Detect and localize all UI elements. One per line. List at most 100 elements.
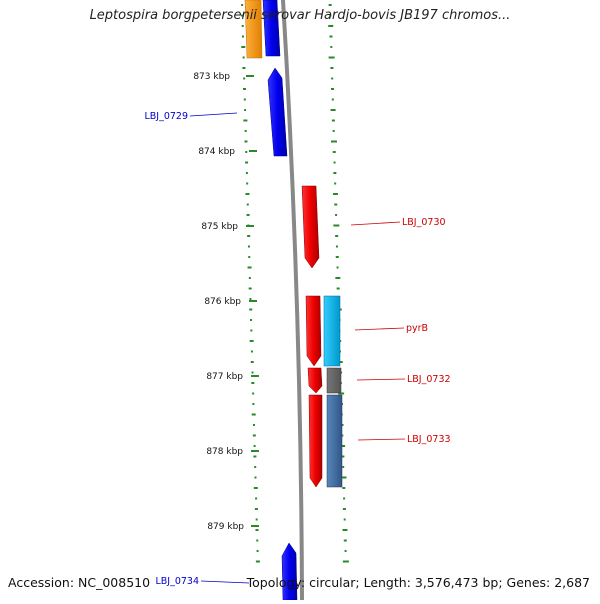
tick-876: 876 kbp xyxy=(204,297,257,307)
skew-dot xyxy=(252,392,255,395)
gene-blue-top[interactable] xyxy=(262,0,281,57)
map-title: Leptospira borgpetersenii serovar Hardjo… xyxy=(89,8,511,23)
skew-dot xyxy=(241,46,246,48)
gene-lbj-0729[interactable] xyxy=(267,67,288,157)
skew-dot xyxy=(254,466,257,468)
skew-dot xyxy=(241,4,244,6)
skew-dot xyxy=(330,140,337,143)
skew-dot xyxy=(330,109,336,111)
skew-dot xyxy=(253,455,257,458)
skew-dot xyxy=(246,182,249,185)
gene-lbj-0732[interactable] xyxy=(307,367,342,394)
skew-dot xyxy=(256,539,259,542)
skew-dot xyxy=(335,214,338,216)
callout-lbj-0729[interactable]: LBJ_0729 xyxy=(144,111,238,122)
callout-lbj-0734[interactable]: LBJ_0734 xyxy=(155,576,250,587)
skew-dot xyxy=(253,424,256,426)
genome-summary: Topology: circular; Length: 3,576,473 bp… xyxy=(246,575,590,590)
skew-dot xyxy=(250,350,253,353)
skew-dot xyxy=(243,77,246,80)
gene-label[interactable]: LBJ_0732 xyxy=(407,374,451,385)
accession-text: Accession: NC_008510 xyxy=(8,575,151,590)
skew-dot xyxy=(336,266,339,269)
skew-dot xyxy=(334,182,337,185)
skew-dot xyxy=(242,88,246,90)
callout-lbj-0733[interactable]: LBJ_0733 xyxy=(357,434,451,445)
skew-dot xyxy=(250,361,254,363)
skew-dot xyxy=(244,109,247,111)
skew-dot xyxy=(245,161,249,164)
skew-dot xyxy=(328,25,334,27)
skew-dot xyxy=(240,14,244,17)
skew-dot xyxy=(344,550,347,552)
skew-dot xyxy=(335,256,339,258)
skew-dot xyxy=(248,277,251,279)
skew-dot xyxy=(332,193,338,195)
skew-dot xyxy=(242,67,246,69)
skew-dot xyxy=(256,550,259,552)
callout-lbj-0732[interactable]: LBJ_0732 xyxy=(356,374,451,385)
tick-label: 875 kbp xyxy=(201,222,238,232)
skew-dot xyxy=(340,445,346,447)
skew-dot xyxy=(249,298,252,300)
skew-dot xyxy=(343,518,346,521)
skew-dot xyxy=(342,560,349,563)
gene-label[interactable]: LBJ_0729 xyxy=(144,111,188,122)
gene-label[interactable]: LBJ_0733 xyxy=(407,434,451,445)
skew-dot xyxy=(245,172,248,174)
tick-label: 879 kbp xyxy=(207,522,244,532)
kbp-ticks: 873 kbp 874 kbp 875 kbp 876 kbp 877 kbp … xyxy=(193,72,259,532)
skew-dot xyxy=(342,487,346,489)
skew-dot xyxy=(332,151,336,153)
callout-lbj-0730[interactable]: LBJ_0730 xyxy=(350,217,446,228)
gene-lbj-0730[interactable] xyxy=(301,185,320,269)
skew-dot xyxy=(242,56,245,59)
skew-dot xyxy=(328,56,335,59)
gene-label[interactable]: pyrB xyxy=(406,323,428,334)
skew-dot xyxy=(335,235,339,237)
skew-dot xyxy=(334,203,338,206)
skew-dot xyxy=(341,455,345,458)
skew-dot xyxy=(343,539,347,542)
gene-orange-top[interactable] xyxy=(244,0,263,59)
skew-dot xyxy=(244,130,247,132)
callout-pyrb[interactable]: pyrB xyxy=(354,323,428,334)
skew-dot xyxy=(330,67,334,69)
gene-label[interactable]: LBJ_0734 xyxy=(155,576,199,587)
gene-lbj-0734[interactable] xyxy=(281,542,298,601)
skew-dot xyxy=(247,266,252,269)
tick-label: 873 kbp xyxy=(193,72,230,82)
gene-label[interactable]: LBJ_0730 xyxy=(402,217,446,228)
skew-dot xyxy=(242,35,245,38)
skew-dot xyxy=(254,508,258,510)
gene-pyrb[interactable] xyxy=(305,295,341,367)
skew-dot xyxy=(246,214,250,216)
tick-877: 877 kbp xyxy=(206,372,259,382)
skew-dot xyxy=(333,224,340,227)
skew-dot xyxy=(244,140,248,143)
skew-dot xyxy=(248,256,251,258)
tick-878: 878 kbp xyxy=(206,447,259,457)
skew-dot xyxy=(253,445,256,447)
skew-dot xyxy=(251,382,255,384)
skew-dot xyxy=(342,529,348,531)
gene-lbj-0733[interactable] xyxy=(308,394,343,488)
skew-dot xyxy=(248,287,252,290)
skew-dot xyxy=(335,277,341,279)
skew-dot xyxy=(330,88,334,90)
skew-dot xyxy=(255,529,259,531)
tick-label: 877 kbp xyxy=(206,372,243,382)
tick-label: 874 kbp xyxy=(198,147,235,157)
skew-dot xyxy=(247,235,251,237)
skew-track-left xyxy=(240,4,260,563)
skew-dot xyxy=(331,98,334,101)
skew-dot xyxy=(241,25,244,27)
skew-dot xyxy=(338,392,345,395)
skew-dot xyxy=(333,161,336,164)
skew-dot xyxy=(331,119,335,122)
skew-dot xyxy=(332,130,335,132)
skew-dot xyxy=(329,14,332,17)
skew-dot xyxy=(328,4,332,6)
skew-dot xyxy=(253,487,258,489)
